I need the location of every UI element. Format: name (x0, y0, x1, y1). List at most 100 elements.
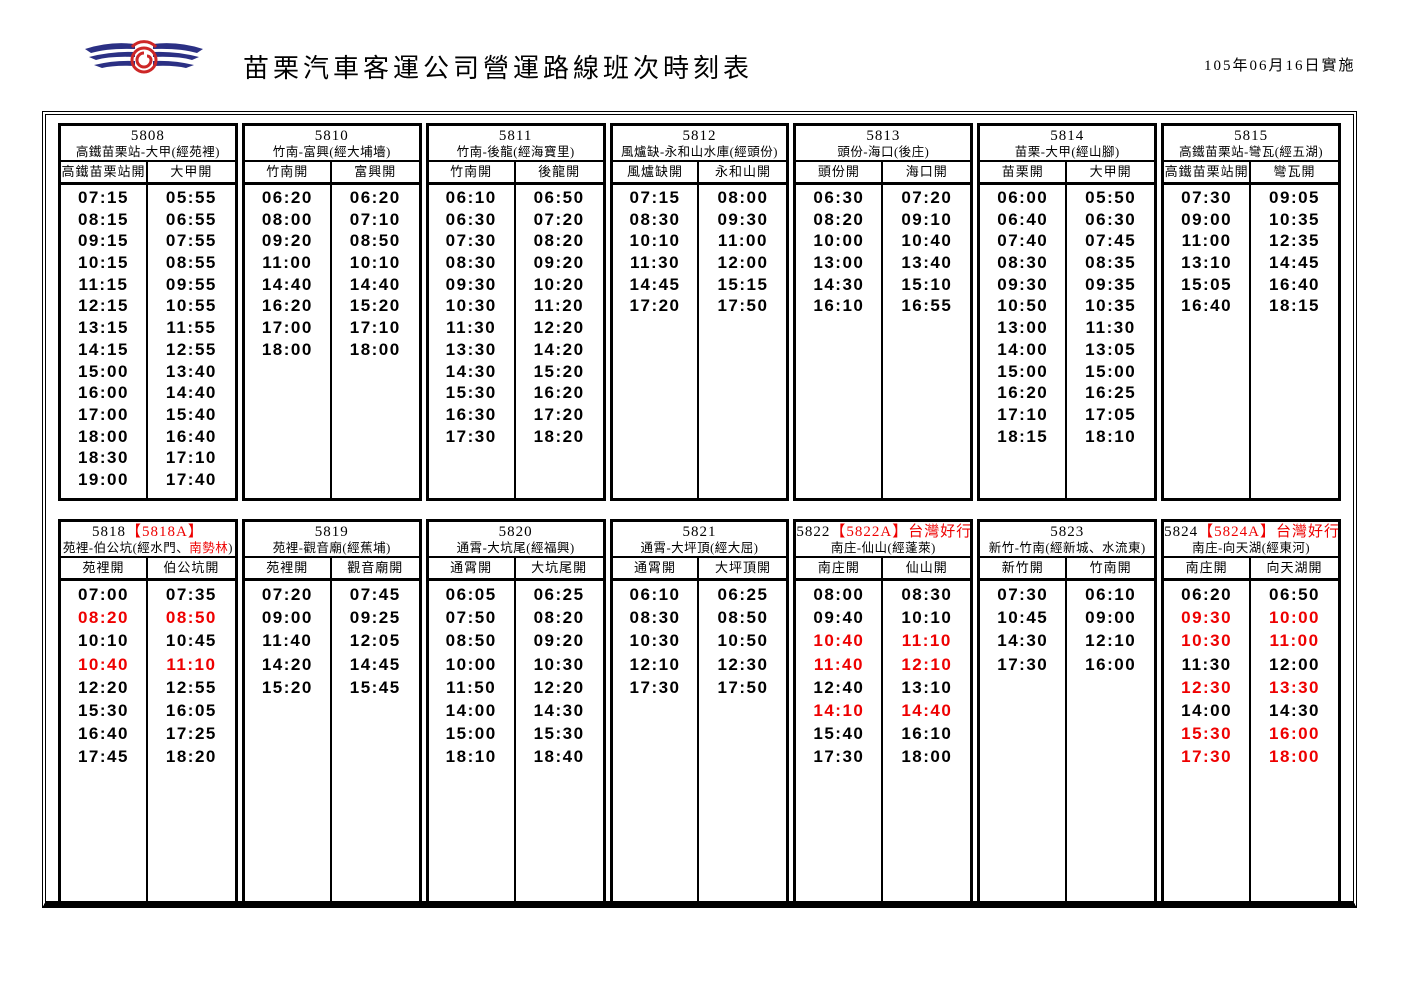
column-headers: 新竹開 竹南開 (980, 556, 1155, 581)
route-name-part: 南庄-仙山(經蓬萊) (830, 541, 936, 555)
route-name: 竹南-後龍(經海寶里) (429, 144, 603, 160)
route-name-part: 頭份-海口(後庄) (837, 145, 930, 159)
column-headers: 南庄開 仙山開 (796, 556, 971, 581)
route-name: 通霄-大坑尾(經福興) (429, 540, 603, 556)
departure-time: 14:20 (533, 339, 585, 359)
route-number: 5822【5822A】台灣好行 (796, 522, 970, 540)
departure-time: 18:15 (997, 426, 1049, 446)
route-number-part: 【5824A】 (1198, 524, 1276, 540)
departure-time: 15:20 (261, 677, 313, 697)
column-header-right: 大坑尾開 (531, 560, 588, 575)
departure-time: 16:40 (165, 426, 217, 446)
departure-time: 15:40 (165, 404, 217, 424)
column-headers: 苑裡開 觀音廟開 (244, 556, 419, 581)
departure-time: 14:20 (261, 654, 313, 674)
times-grid: 07:15 08:30 10:10 11:30 14:45 17:20 08:00 09:30… (613, 185, 787, 498)
departure-time: 08:30 (445, 253, 497, 273)
departure-time: 10:10 (77, 631, 129, 651)
departure-time: 08:15 (77, 209, 129, 229)
departure-time: 11:10 (901, 631, 952, 651)
route-number-part: 5823 (1050, 524, 1085, 540)
departure-time: 18:00 (261, 339, 313, 359)
column-headers: 風爐缺開 永和山開 (612, 160, 787, 185)
departure-time: 08:30 (629, 608, 681, 628)
departure-time: 18:00 (77, 426, 129, 446)
departure-time: 05:50 (1085, 188, 1137, 207)
departure-time: 14:30 (1269, 700, 1321, 720)
departure-time: 11:30 (630, 253, 681, 273)
departure-time: 10:35 (1085, 296, 1137, 316)
column-header-left: 頭份開 (796, 162, 884, 182)
departure-time: 10:10 (349, 253, 401, 273)
departure-time: 07:00 (77, 585, 129, 604)
company-logo (85, 40, 203, 74)
departure-time: 15:15 (717, 274, 769, 294)
departure-time: 10:30 (1181, 631, 1233, 651)
departure-time: 16:20 (261, 296, 313, 316)
departure-time: 08:20 (533, 608, 585, 628)
departure-time: 15:00 (445, 724, 497, 744)
route-number: 5808 (61, 126, 235, 144)
route-number-part: 5810 (314, 128, 349, 144)
departure-time: 09:30 (997, 274, 1049, 294)
departure-time: 13:05 (1085, 339, 1137, 359)
departure-time: 12:15 (77, 296, 129, 316)
departure-time: 12:30 (717, 654, 769, 674)
times-col-right: 09:05 10:35 12:35 14:45 16:40 18:15 (1251, 185, 1338, 498)
departure-time: 06:20 (261, 188, 313, 207)
column-header-right: 伯公坑開 (163, 560, 220, 575)
route-box-5818: 5818【5818A】 苑裡-伯公坑(經水門、南勢林) 苑裡開 伯公坑開 07:00 08… (58, 519, 238, 904)
departure-time: 17:40 (165, 469, 217, 489)
times-col-right: 06:20 07:10 08:50 10:10 14:40 15:20 17:10 18:00 (332, 185, 419, 498)
times-col-right: 08:30 10:10 11:10 12:10 13:10 14:40 16:10 18:00 (883, 581, 970, 901)
departure-time: 09:10 (901, 209, 953, 229)
times-col-right: 07:45 09:25 12:05 14:45 15:45 (332, 581, 419, 901)
column-header-left: 通霄開 (429, 558, 516, 578)
spiral-icon (130, 40, 158, 74)
departure-time: 18:30 (77, 448, 129, 468)
effective-date: 105年06月16日實施 (1204, 58, 1356, 74)
column-header-left: 竹南開 (429, 162, 516, 182)
departure-time: 16:10 (901, 724, 953, 744)
times-grid: 08:00 09:40 10:40 11:40 12:40 14:10 15:40 17:30… (796, 581, 970, 901)
departure-time: 17:30 (1181, 747, 1233, 767)
departure-time: 16:00 (77, 383, 129, 403)
column-headers: 南庄開 向天湖開 (1164, 556, 1338, 581)
column-header-left: 南庄開 (1164, 558, 1252, 578)
route-box-5824: 5824【5824A】台灣好行 南庄-向天湖(經東河) 南庄開 向天湖開 06:20 09… (1161, 519, 1341, 904)
departure-time: 11:10 (166, 654, 217, 674)
departure-time: 12:40 (813, 677, 865, 697)
departure-time: 17:10 (165, 448, 217, 468)
departure-time: 06:30 (1085, 209, 1137, 229)
departure-time: 15:30 (77, 700, 129, 720)
route-number: 5820 (429, 522, 603, 540)
route-number-part: 5813 (866, 128, 901, 144)
departure-time: 17:30 (997, 654, 1049, 674)
departure-time: 16:40 (1269, 274, 1321, 294)
times-col-left: 07:00 08:20 10:10 10:40 12:20 15:30 16:40 17:45 (61, 581, 148, 901)
departure-time: 09:20 (533, 631, 585, 651)
route-box-5811: 5811 竹南-後龍(經海寶里) 竹南開 後龍開 06:10 06:30 07:30 08:3… (425, 123, 606, 501)
departure-time: 14:30 (445, 361, 497, 381)
times-col-right: 06:25 08:20 09:20 10:30 12:20 14:30 15:30 18:40 (516, 581, 603, 901)
departure-time: 16:00 (1085, 654, 1137, 674)
departure-time: 08:00 (813, 585, 865, 604)
departure-time: 11:30 (1181, 654, 1232, 674)
times-grid: 07:30 09:00 11:00 13:10 15:05 16:40 09:05 10:35… (1164, 185, 1338, 498)
route-name: 頭份-海口(後庄) (796, 144, 970, 160)
departure-time: 09:35 (1085, 274, 1137, 294)
route-number-part: 5822 (796, 524, 831, 540)
route-name-part: 風爐缺-永和山水庫(經頭份) (620, 145, 778, 159)
departure-time: 07:15 (629, 188, 681, 207)
departure-time: 15:30 (1181, 724, 1233, 744)
departure-time: 06:30 (813, 188, 865, 207)
times-col-left: 07:15 08:30 10:10 11:30 14:45 17:20 (613, 185, 700, 498)
departure-time: 18:20 (533, 426, 585, 446)
timetable-row-1: 5808 高鐵苗栗站-大甲(經苑裡) 高鐵苗栗站開 大甲開 07:15 08:15 09:1… (58, 123, 1341, 501)
column-header-right: 後龍開 (538, 164, 581, 179)
times-grid: 07:15 08:15 09:15 10:15 11:15 12:15 13:15 14:15… (61, 185, 235, 498)
departure-time: 09:30 (717, 209, 769, 229)
times-grid: 06:00 06:40 07:40 08:30 09:30 10:50 13:00 14:00… (980, 185, 1154, 498)
departure-time: 14:30 (533, 700, 585, 720)
times-col-left: 06:20 09:30 10:30 11:30 12:30 14:00 15:30 17:30 (1164, 581, 1252, 901)
